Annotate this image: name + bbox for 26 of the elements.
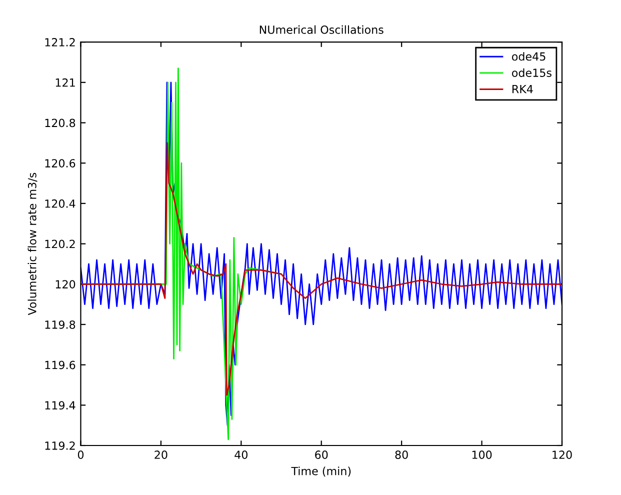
y-tick-label: 120.2	[45, 240, 75, 248]
y-tick-label: 119.4	[45, 401, 76, 410]
x-tick-label: 40	[234, 450, 248, 459]
y-tick-label: 120.8	[45, 118, 76, 128]
x-tick-label: 120	[552, 450, 572, 459]
y-tick-label: 120.4	[45, 199, 76, 208]
line-series	[80, 82, 562, 426]
y-tick-label: 119.6	[45, 360, 76, 370]
y-tick-label: 120	[56, 280, 76, 289]
x-tick-label: 80	[395, 450, 408, 459]
x-axis-title: Time (min)	[291, 466, 351, 477]
x-tick-label: 100	[472, 450, 492, 459]
y-axis-title: Volumetric flow rate m3/s	[28, 172, 38, 316]
x-tick-label: 0	[78, 450, 84, 459]
x-tick-label: 20	[154, 450, 168, 459]
y-tick-label: 119.8	[45, 320, 76, 329]
x-tick-label: 60	[315, 450, 328, 459]
legend-label: RK4	[512, 85, 533, 94]
line-series	[80, 142, 562, 396]
y-tick-label: 121.2	[45, 38, 75, 46]
y-tick-label: 119.2	[45, 441, 75, 450]
legend-label: ode15s	[512, 68, 552, 77]
y-tick-label: 121	[56, 78, 75, 87]
legend-label: ode45	[512, 52, 546, 61]
chart-title: NUmerical Oscillations	[260, 25, 384, 34]
y-tick-label: 120.6	[45, 159, 76, 168]
